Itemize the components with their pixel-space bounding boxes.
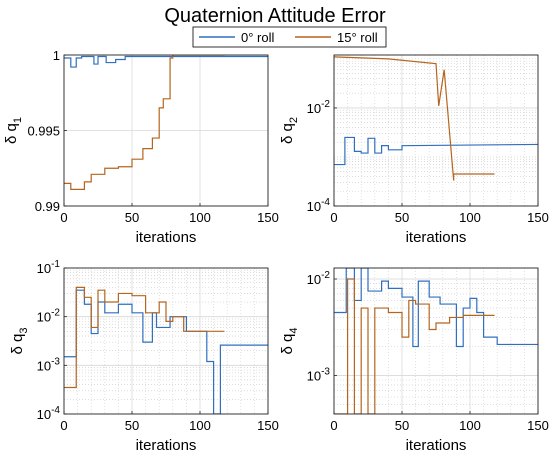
axes-frame	[63, 267, 269, 415]
x-axis-label: iterations	[406, 229, 467, 246]
axes-frame	[333, 267, 539, 415]
x-axis-label: iterations	[136, 229, 197, 246]
y-tick-label: 10-2	[307, 99, 331, 116]
series-group	[334, 268, 538, 414]
series-line-roll-0	[334, 268, 538, 348]
y-tick-label: 10-4	[307, 197, 331, 214]
x-tick-label: 50	[125, 418, 139, 433]
x-tick-label: 50	[395, 210, 409, 225]
subplot-grid: 0 50 100 150 0.99 0.995 1 iterations δ q1 0 50 100 1…	[3, 48, 549, 454]
plot-area	[334, 268, 538, 414]
series-group	[64, 55, 268, 190]
subplot-1: 0 50 100 150 0.99 0.995 1 iterations δ q1	[3, 48, 279, 246]
subplot-3: 0 50 100 150 10-4 10-3 10-2 10-1 iterations δ q3	[9, 259, 279, 454]
series-group	[64, 286, 268, 414]
legend: 0° roll 15° roll	[192, 26, 387, 48]
y-tick-label: 10-2	[307, 270, 331, 287]
x-tick-label: 50	[125, 210, 139, 225]
x-tick-label: 150	[257, 210, 279, 225]
y-tick-label: 0.995	[27, 124, 60, 139]
x-tick-label: 100	[189, 210, 211, 225]
plot-area	[64, 268, 268, 414]
x-axis-label: iterations	[406, 437, 467, 454]
series-line-roll-0	[334, 136, 538, 166]
y-tick-label: 10-3	[307, 367, 331, 384]
x-tick-label: 150	[527, 418, 549, 433]
series-line-roll-0	[64, 55, 268, 68]
x-tick-label: 150	[257, 418, 279, 433]
y-tick-label: 0.99	[35, 199, 60, 214]
y-tick-label: 10-2	[37, 308, 61, 325]
figure-title: Quaternion Attitude Error	[164, 5, 386, 27]
y-tick-label: 10-1	[37, 259, 61, 276]
series-line-roll-15	[64, 286, 225, 389]
subplot-4: 0 50 100 150 10-3 10-2 iterations δ q4	[279, 267, 549, 454]
y-tick-label: 1	[53, 48, 60, 63]
x-tick-label: 0	[330, 418, 337, 433]
legend-label: 15° roll	[337, 30, 378, 45]
series-line-roll-15	[64, 55, 225, 190]
x-tick-label: 0	[330, 210, 337, 225]
y-tick-label: 10-3	[37, 356, 61, 373]
legend-label: 0° roll	[241, 30, 274, 45]
series-line-roll-15	[334, 56, 495, 181]
legend-box	[192, 26, 387, 48]
y-axis-label: δ q1	[3, 117, 24, 144]
x-tick-label: 50	[395, 418, 409, 433]
series-group	[334, 56, 538, 181]
x-tick-label: 0	[60, 210, 67, 225]
series-line-roll-15	[334, 278, 495, 414]
y-tick-label: 10-4	[37, 405, 61, 422]
plot-area	[334, 55, 538, 206]
x-tick-label: 100	[459, 210, 481, 225]
x-axis-label: iterations	[136, 437, 197, 454]
x-tick-label: 100	[459, 418, 481, 433]
y-axis-label: δ q2	[279, 117, 300, 144]
x-tick-label: 150	[527, 210, 549, 225]
axes-frame	[333, 54, 539, 207]
y-axis-label: δ q4	[279, 328, 300, 355]
x-tick-label: 0	[60, 418, 67, 433]
subplot-2: 0 50 100 150 10-4 10-2 iterations δ q2	[279, 54, 549, 246]
y-axis-label: δ q3	[9, 328, 30, 355]
x-tick-label: 100	[189, 418, 211, 433]
